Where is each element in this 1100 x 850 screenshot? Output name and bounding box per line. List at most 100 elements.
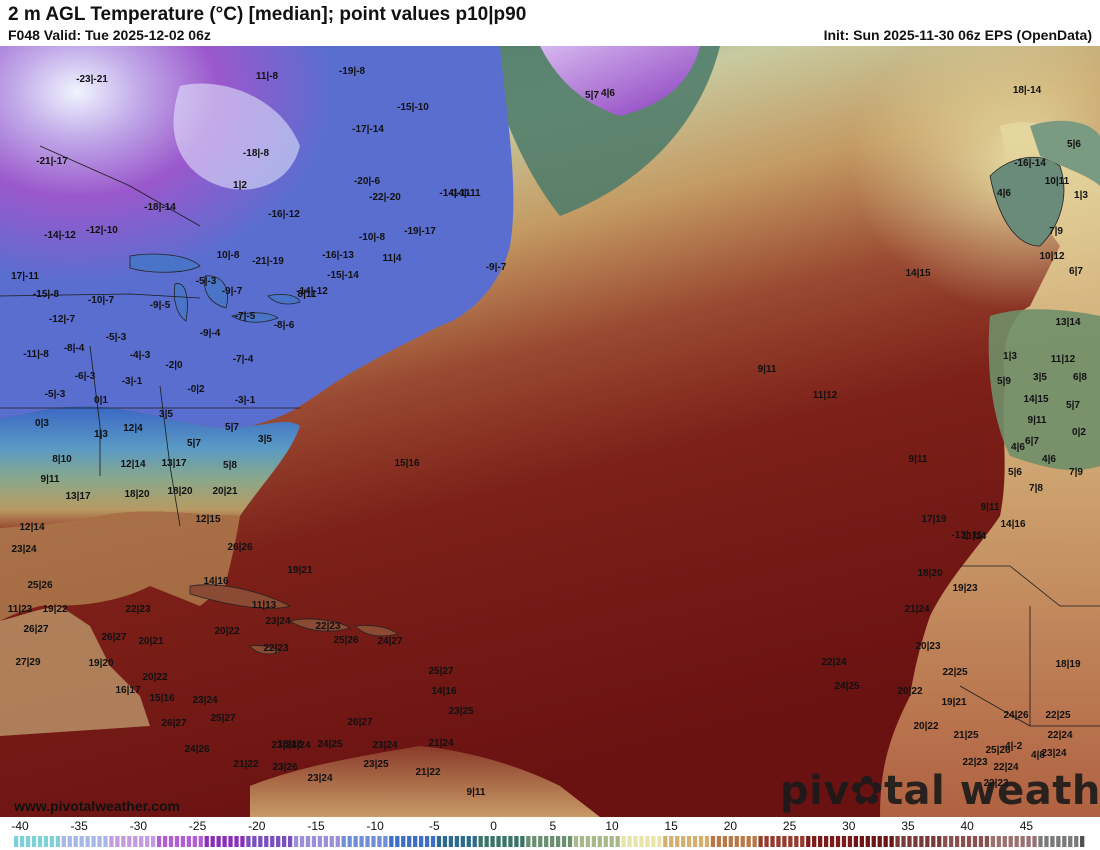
colorbar-tick-label: -10	[366, 819, 384, 833]
colorbar-swatch	[150, 836, 156, 847]
point-value: 23|24	[1041, 748, 1066, 759]
point-value: 25|26	[27, 580, 52, 591]
point-value: 25|26	[333, 635, 358, 646]
point-value: 19|21	[287, 565, 312, 576]
colorbar-swatch	[371, 836, 376, 847]
colorbar-swatch	[704, 836, 710, 847]
point-value: -21|-19	[252, 256, 284, 267]
point-values: -23|-21 11|-8 -19|-8 -15|-10 -17|-14 -18|-8 -2…	[8, 66, 1089, 798]
pivotal-weather-logo: piv✿tal weather	[780, 768, 1100, 814]
colorbar-swatch	[31, 836, 37, 847]
iberia-land	[988, 309, 1100, 471]
point-value: 8|10	[52, 454, 72, 465]
point-value: 22|24	[993, 762, 1018, 773]
point-value: 12|15	[195, 514, 220, 525]
colorbar-swatch	[168, 836, 174, 847]
point-value: 11|14	[962, 531, 987, 542]
point-value: 1|3	[1003, 351, 1017, 362]
colorbar-swatch	[478, 836, 483, 847]
point-value: 16|17	[115, 685, 140, 696]
point-value: 11|4	[383, 253, 402, 264]
colorbar-swatch	[651, 836, 656, 847]
colorbar-swatch	[1050, 836, 1055, 847]
colorbar-tick-label: 0	[490, 819, 497, 833]
colorbar-tick-label: -20	[248, 819, 266, 833]
colorbar-tick-label: 20	[723, 819, 738, 833]
colorbar-swatch	[85, 836, 90, 847]
point-value: 22|25	[942, 667, 967, 678]
colorbar-tick-label: 5	[549, 819, 557, 833]
point-value: 4|6	[1042, 454, 1056, 465]
gulf-coast-region	[0, 511, 240, 621]
colorbar-swatch	[1074, 836, 1079, 847]
colorbar-swatch	[139, 836, 144, 847]
colorbar-swatch	[73, 836, 78, 847]
point-value: 20|22	[142, 672, 167, 683]
colorbar-swatch	[657, 836, 662, 847]
colorbar-swatch	[234, 836, 239, 847]
colorbar-tick-label: 15	[664, 819, 678, 833]
point-value: 26|27	[23, 624, 48, 635]
point-value: -2|0	[165, 360, 183, 371]
colorbar-swatch	[782, 836, 787, 847]
borders	[0, 145, 1100, 727]
colorbar-swatch	[853, 836, 859, 847]
colorbar-tick-label: -40	[11, 819, 29, 833]
colorbar-swatch	[341, 836, 346, 847]
colorbar-swatch	[645, 836, 650, 847]
colorbar-swatch	[395, 836, 400, 847]
point-value: 10|11	[1045, 176, 1070, 187]
point-value: 14|15	[1023, 394, 1048, 405]
point-value: 19|20	[88, 658, 113, 669]
colorbar-swatch	[145, 836, 150, 847]
point-value: 4|6	[601, 88, 615, 99]
point-value: 3|5	[258, 434, 272, 445]
colorbar-swatch	[14, 836, 19, 847]
colorbar-swatch	[555, 836, 561, 847]
colorbar-tick-label: 45	[1019, 819, 1034, 833]
colorbar-swatch	[276, 836, 281, 847]
colorbar-swatch	[621, 836, 626, 847]
point-value: -15|-14	[327, 270, 359, 281]
point-value: 21|22	[233, 759, 258, 770]
colorbar-swatch	[627, 836, 632, 847]
point-value: -20|-6	[354, 176, 381, 187]
colorbar-swatch	[752, 836, 757, 847]
point-value: -15|-8	[33, 289, 60, 300]
point-value: -16|-12	[268, 209, 300, 220]
colorbar-swatch	[794, 836, 799, 847]
colorbar-swatch	[496, 836, 501, 847]
point-value: 26|27	[347, 717, 372, 728]
colorbar-swatch	[597, 836, 602, 847]
colorbar-swatch	[335, 836, 340, 847]
map-title: 2 m AGL Temperature (°C) [median]; point…	[8, 4, 527, 25]
colorbar-swatch	[49, 836, 55, 847]
point-value: 5|9	[997, 376, 1011, 387]
point-value: -18|-14	[144, 202, 176, 213]
colorbar-swatch	[97, 836, 102, 847]
south-america	[250, 746, 600, 817]
colorbar-swatch	[383, 836, 388, 847]
point-value: -14|-11	[449, 188, 481, 199]
point-value: 18|20	[917, 568, 942, 579]
colorbar-swatch	[954, 836, 960, 847]
colorbar-swatch	[841, 836, 847, 847]
colorbar-swatch	[258, 836, 263, 847]
point-value: -14|-11	[439, 188, 471, 199]
colorbar-swatch	[591, 836, 596, 847]
colorbar-swatch	[377, 836, 382, 847]
point-value: 5|7	[1066, 400, 1080, 411]
colorbar-swatch	[609, 836, 614, 847]
colorbar-swatch	[347, 836, 352, 847]
point-value: 22|23	[962, 757, 987, 768]
colorbar-swatch	[210, 836, 215, 847]
point-value: 15|16	[394, 458, 419, 469]
colorbar-tick-label: 30	[842, 819, 856, 833]
colorbar-swatch	[490, 836, 495, 847]
colorbar-swatch	[603, 836, 608, 847]
point-value: -5|-3	[45, 389, 66, 400]
temperature-map[interactable]: -23|-21 11|-8 -19|-8 -15|-10 -17|-14 -18|-8 -2…	[0, 46, 1100, 817]
colorbar-swatch	[246, 836, 251, 847]
colorbar-gradient	[14, 836, 1085, 847]
colorbar-swatch	[389, 836, 394, 847]
